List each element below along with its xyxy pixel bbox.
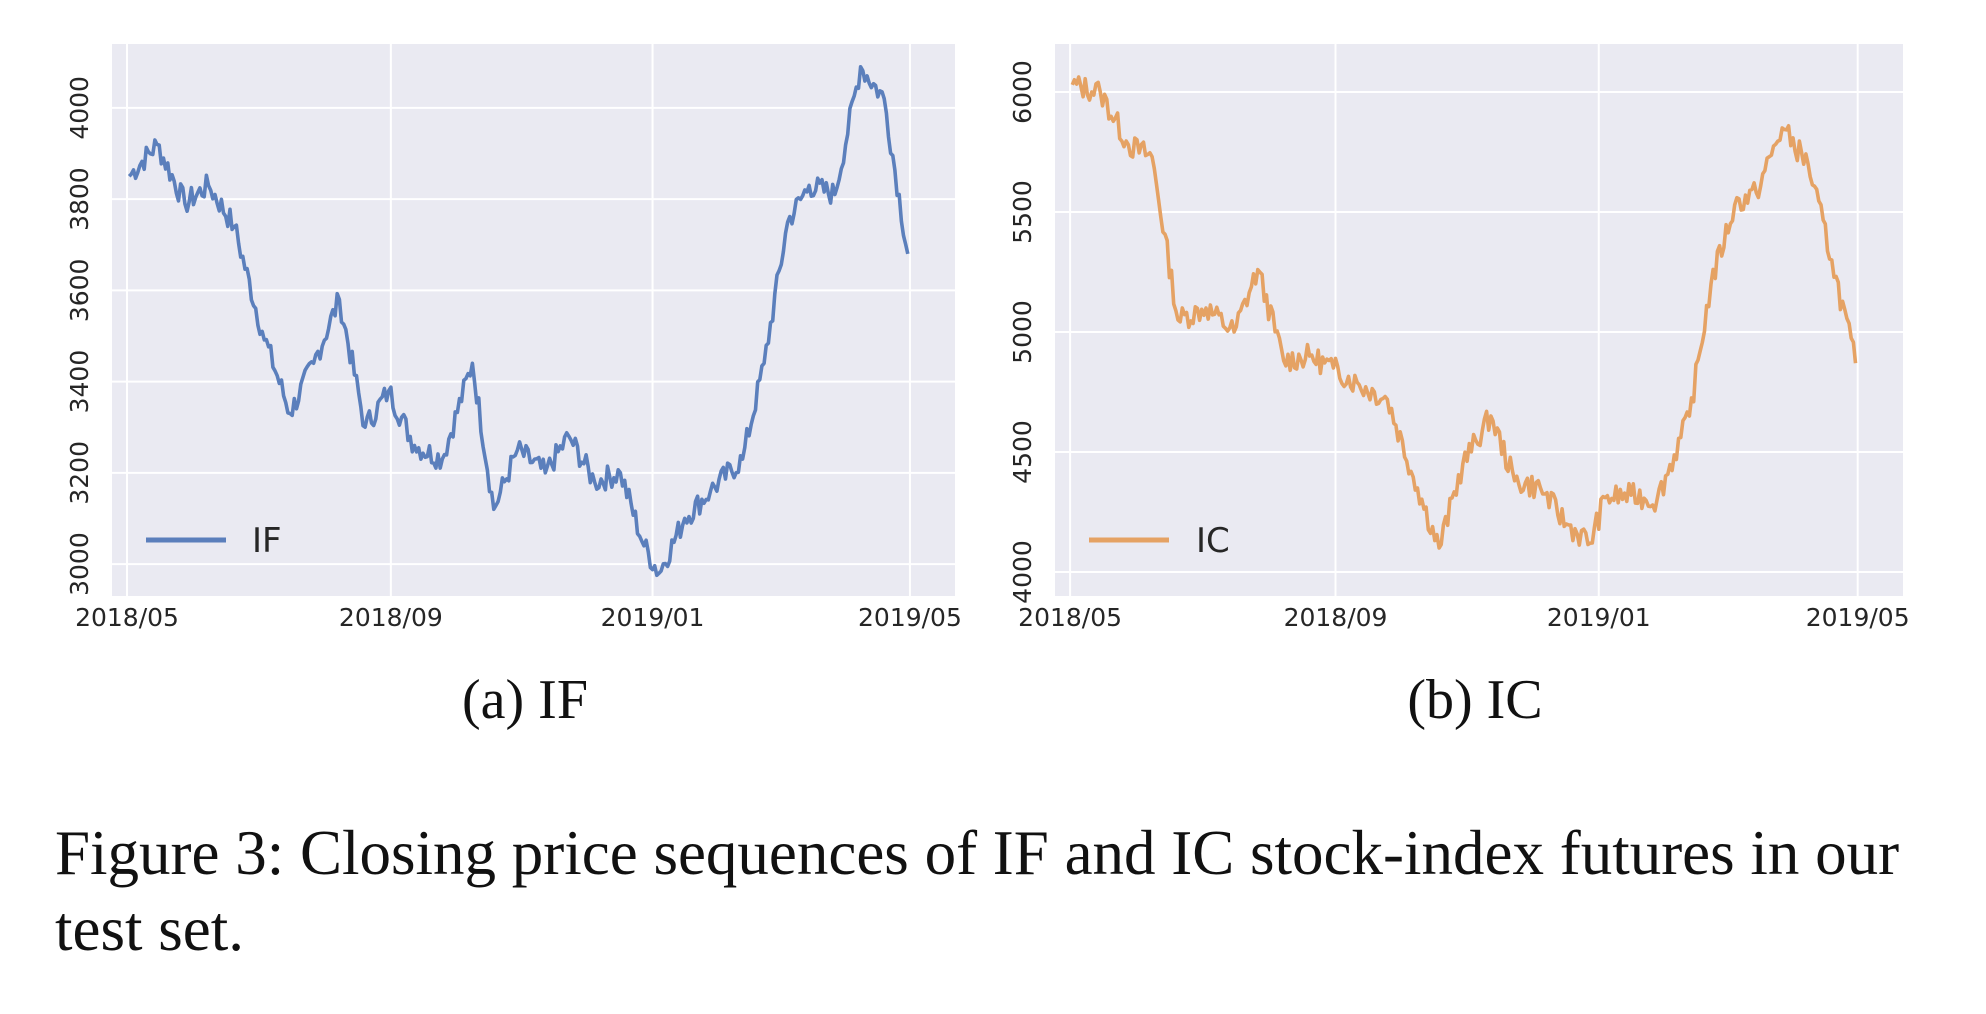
grid-if <box>112 44 955 596</box>
series-line-ic <box>1070 75 1858 550</box>
y-tick-label: 5000 <box>1008 300 1037 364</box>
plot-background-ic <box>1055 44 1903 596</box>
series-line-if <box>127 65 910 578</box>
x-tick-label: 2018/05 <box>75 603 179 632</box>
ticks-ic: 2018/05 2018/09 2019/01 2019/05 4000 4500 5000… <box>1008 60 1910 632</box>
y-tick-label: 3400 <box>65 350 94 414</box>
y-tick-label: 4000 <box>65 76 94 140</box>
y-tick-label: 3200 <box>65 441 94 505</box>
y-tick-label: 4000 <box>1008 540 1037 604</box>
x-tick-label: 2019/05 <box>858 603 962 632</box>
legend-label-if: IF <box>252 521 282 561</box>
y-tick-label: 4500 <box>1008 420 1037 484</box>
x-tick-label: 2018/09 <box>339 603 443 632</box>
plot-background-if <box>112 44 955 596</box>
x-tick-label: 2019/01 <box>1547 603 1651 632</box>
x-tick-label: 2019/01 <box>601 603 705 632</box>
legend-if: IF <box>146 521 282 561</box>
y-tick-label: 3000 <box>65 532 94 596</box>
y-tick-label: 5500 <box>1008 180 1037 244</box>
legend-ic: IC <box>1089 521 1230 561</box>
subcaption-ic: (b) IC <box>1407 669 1542 731</box>
grid-ic <box>1055 44 1903 596</box>
x-tick-label: 2019/05 <box>1806 603 1910 632</box>
y-tick-label: 3600 <box>65 259 94 323</box>
y-tick-label: 6000 <box>1008 60 1037 124</box>
ticks-if: 2018/05 2018/09 2019/01 2019/05 3000 3200 3400… <box>65 76 962 632</box>
panel-if: 2018/05 2018/09 2019/01 2019/05 3000 3200 3400… <box>65 44 962 731</box>
legend-label-ic: IC <box>1196 521 1230 561</box>
x-tick-label: 2018/05 <box>1018 603 1122 632</box>
subcaption-if: (a) IF <box>462 669 588 731</box>
y-tick-label: 3800 <box>65 167 94 231</box>
figure-caption: Figure 3: Closing price sequences of IF … <box>55 818 1900 964</box>
x-tick-label: 2018/09 <box>1284 603 1388 632</box>
panel-ic: 2018/05 2018/09 2019/01 2019/05 4000 4500 5000… <box>1008 44 1910 731</box>
